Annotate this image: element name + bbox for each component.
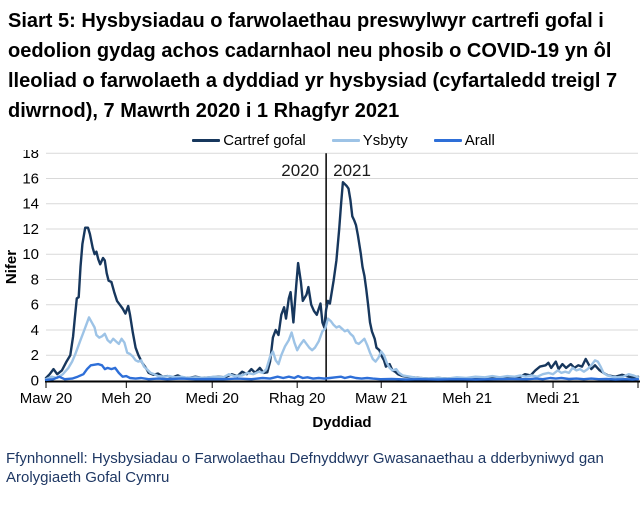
series-line-cartref-gofal <box>44 180 640 380</box>
legend-line-swatch <box>192 138 221 142</box>
x-axis-title: Dyddiad <box>312 414 371 431</box>
y-tick-label: 0 <box>31 373 39 390</box>
legend-label: Ysbyty <box>362 131 408 149</box>
plot-area: 0 2 4 6 8 10 12 14 16 18 2020 2021 Maw 20 Meh 20 Medi … <box>0 150 641 446</box>
year-label-2021: 2021 <box>333 161 371 180</box>
series-line-ysbyty <box>44 316 640 381</box>
y-tick-label: 6 <box>31 297 39 314</box>
year-label-2020: 2020 <box>281 161 319 180</box>
legend-item-ysbyty: Ysbyty <box>331 131 408 149</box>
x-tick-label: Rhag 20 <box>269 390 326 407</box>
y-tick-label: 8 <box>31 271 39 288</box>
y-tick-label: 12 <box>22 221 39 238</box>
x-tick-label: Medi 20 <box>186 390 239 407</box>
y-axis-title: Nifer <box>3 250 20 284</box>
x-tick-label: Meh 21 <box>442 390 492 407</box>
y-tick-label: 16 <box>22 170 39 187</box>
plot-svg: 0 2 4 6 8 10 12 14 16 18 2020 2021 Maw 20 Meh 20 Medi … <box>3 150 640 431</box>
legend-item-arall: Arall <box>433 131 495 149</box>
chart-legend: Cartref gofal Ysbyty Arall <box>46 130 641 150</box>
legend-line-swatch <box>331 138 360 142</box>
legend-label: Arall <box>464 131 495 149</box>
x-tick-label: Maw 21 <box>355 390 408 407</box>
y-tick-label: 18 <box>22 150 39 162</box>
x-tick-label: Meh 20 <box>101 390 151 407</box>
x-tick-label: Maw 20 <box>20 390 73 407</box>
y-tick-label: 4 <box>31 322 39 339</box>
series-line-arall <box>44 362 640 382</box>
y-tick-label: 2 <box>31 347 39 364</box>
y-tick-label: 14 <box>22 196 39 213</box>
legend-label: Cartref gofal <box>223 131 306 149</box>
y-tick-label: 10 <box>22 246 39 263</box>
x-tick-label: Medi 21 <box>526 390 579 407</box>
chart-title: Siart 5: Hysbysiadau o farwolaethau pres… <box>8 10 618 122</box>
legend-item-cartref-gofal: Cartref gofal <box>192 132 306 149</box>
source-note: Ffynhonnell: Hysbysiadau o Farwolaethau … <box>6 450 604 486</box>
legend-line-swatch <box>433 138 462 142</box>
